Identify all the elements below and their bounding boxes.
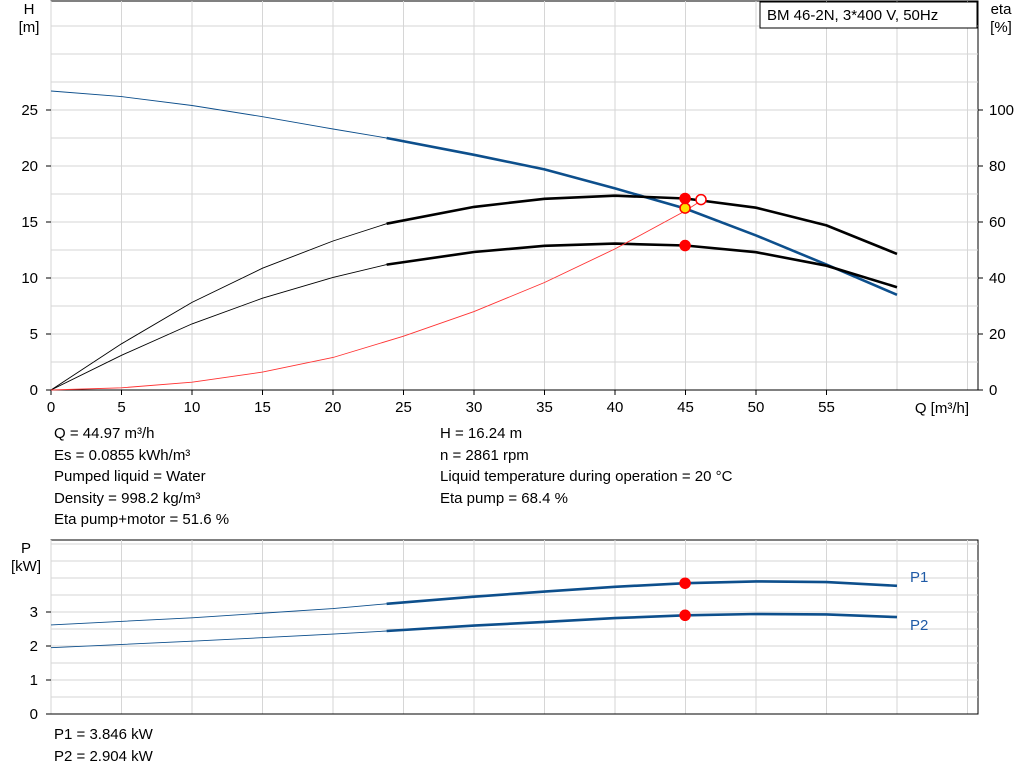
duty-point-marker xyxy=(695,193,707,206)
duty-point-marker xyxy=(679,239,691,252)
x-tick-label: 5 xyxy=(117,399,125,416)
y-tick-label-right: 80 xyxy=(989,158,1006,175)
readout-liquid-temperature: Liquid temperature during operation = 20… xyxy=(440,468,733,485)
readout-p2: P2 = 2.904 kW xyxy=(54,747,153,765)
readout-head: H = 16.24 m xyxy=(440,425,523,442)
series-p2-thin xyxy=(50,630,387,649)
readout-pumped-liquid: Pumped liquid = Water xyxy=(54,468,206,485)
series-h xyxy=(386,136,898,296)
readout-specific-energy: Es = 0.0855 kWh/m³ xyxy=(54,446,191,464)
series-eta-pump-motor-thin xyxy=(50,264,387,391)
series-eta-pump-motor xyxy=(386,242,898,289)
x-tick-label: 10 xyxy=(184,399,201,416)
plot-frame xyxy=(50,0,979,391)
x-tick-label: 0 xyxy=(47,399,55,416)
y-tick-label-right: 100 xyxy=(989,102,1014,119)
series-label-p2: P2 xyxy=(910,617,928,634)
series-h-thin xyxy=(50,90,387,139)
y-tick-label-right: 40 xyxy=(989,270,1006,287)
y-tick-label-right: 0 xyxy=(989,382,997,399)
power-y-tick-label: 3 xyxy=(30,604,38,621)
power-plot-frame xyxy=(50,539,979,715)
power-y-tick-label: 2 xyxy=(30,638,38,655)
chart-title: BM 46-2N, 3*400 V, 50Hz xyxy=(767,7,938,24)
x-tick-label: 20 xyxy=(325,399,342,416)
x-tick-label: 40 xyxy=(607,399,624,416)
y-tick-label-left: 15 xyxy=(21,214,38,231)
y-tick-label-left: 0 xyxy=(30,382,38,399)
x-tick-label: 45 xyxy=(677,399,694,416)
series-p1 xyxy=(386,580,898,606)
power-y-axis-label: P xyxy=(21,540,31,557)
y-tick-label-left: 5 xyxy=(30,326,38,343)
series-eta-pump xyxy=(386,194,898,256)
y-tick-label-left: 10 xyxy=(21,270,38,287)
power-y-axis-label: [kW] xyxy=(11,558,41,575)
power-duty-point-marker xyxy=(679,577,691,589)
y-tick-label-left: 25 xyxy=(21,102,38,119)
readout-flow: Q = 44.97 m³/h xyxy=(54,425,155,442)
y-tick-label-left: 20 xyxy=(21,158,38,175)
readout-power: P1 = 3.846 kW P2 = 2.904 kW xyxy=(54,724,153,767)
readout-right-column: H = 16.24 m n = 2861 rpm Liquid temperat… xyxy=(440,423,732,509)
series-p2 xyxy=(386,612,898,633)
readout-eta-pump: Eta pump = 68.4 % xyxy=(440,489,568,507)
readout-p1: P1 = 3.846 kW xyxy=(54,726,153,743)
y-axis-label-left: [m] xyxy=(19,19,40,36)
x-tick-label: 30 xyxy=(466,399,483,416)
power-y-tick-label: 1 xyxy=(30,672,38,689)
series-label-p1: P1 xyxy=(910,569,928,586)
x-tick-label: 55 xyxy=(818,399,835,416)
y-axis-label-right: eta xyxy=(991,1,1013,18)
x-tick-label: 25 xyxy=(395,399,412,416)
x-axis-label: Q [m³/h] xyxy=(915,400,969,417)
duty-point-marker xyxy=(679,202,691,214)
series-p1-thin xyxy=(50,603,387,626)
duty-point-marker xyxy=(679,192,691,205)
x-tick-label: 15 xyxy=(254,399,271,416)
readout-left-column: Q = 44.97 m³/h Es = 0.0855 kWh/m³ Pumped… xyxy=(54,423,229,531)
y-axis-label-left: H xyxy=(24,1,35,18)
readout-speed: n = 2861 rpm xyxy=(440,446,529,464)
series-eta-pump-thin xyxy=(50,223,387,391)
y-tick-label-right: 20 xyxy=(989,326,1006,343)
series-npsh xyxy=(50,200,702,391)
power-duty-point-marker xyxy=(679,609,691,622)
y-tick-label-right: 60 xyxy=(989,214,1006,231)
readout-eta-pump-motor: Eta pump+motor = 51.6 % xyxy=(54,511,230,528)
y-axis-label-right: [%] xyxy=(990,19,1012,36)
power-y-tick-label: 0 xyxy=(30,706,38,723)
readout-density: Density = 998.2 kg/m³ xyxy=(54,489,201,507)
x-tick-label: 35 xyxy=(536,399,553,416)
x-tick-label: 50 xyxy=(748,399,765,416)
title-box xyxy=(759,1,978,29)
